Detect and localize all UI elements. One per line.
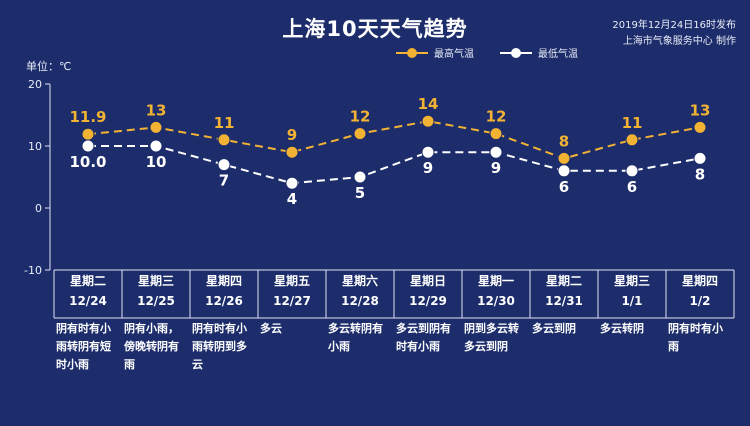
series-high-point <box>557 151 571 165</box>
publish-info: 2019年12月24日16时发布 上海市气象服务中心 制作 <box>612 18 736 50</box>
date-label: 1/1 <box>621 294 643 308</box>
series-low-data-label: 6 <box>627 178 637 196</box>
series-high-data-label: 13 <box>690 101 711 119</box>
series-high-data-label: 11.9 <box>69 108 106 126</box>
series-high-point <box>217 133 231 147</box>
series-high-point <box>489 127 503 141</box>
series-low-data-label: 6 <box>559 178 569 196</box>
date-label: 12/25 <box>137 294 175 308</box>
weather-description: 多云转阴 <box>600 322 644 335</box>
series-low-point <box>353 170 367 184</box>
day-column-header: 星期四 1/2 <box>666 271 734 318</box>
day-column-header: 星期四 12/26 <box>190 271 258 318</box>
series-high-point <box>353 127 367 141</box>
series-high-point <box>421 114 435 128</box>
weather-description: 阴有时有小雨 <box>668 322 723 353</box>
series-low-point <box>81 139 95 153</box>
series-high-point <box>285 145 299 159</box>
weather-description: 多云到阴有时有小雨 <box>396 322 451 353</box>
series-high-point <box>625 133 639 147</box>
series-low-data-label: 9 <box>491 159 501 177</box>
series-high-point <box>149 120 163 134</box>
series-high-data-label: 12 <box>486 108 507 126</box>
series-high-data-label: 12 <box>350 108 371 126</box>
series-low-data-label: 8 <box>695 165 705 183</box>
y-tick-label: 20 <box>28 78 42 91</box>
date-label: 12/29 <box>409 294 447 308</box>
y-tick-label: 0 <box>35 202 42 215</box>
series-low-point <box>421 145 435 159</box>
day-column-header: 星期一 12/30 <box>462 271 530 318</box>
series-high-data-label: 8 <box>559 132 569 150</box>
date-label: 12/27 <box>273 294 311 308</box>
publisher: 上海市气象服务中心 制作 <box>622 36 736 47</box>
weather-description: 阴有小雨，傍晚转阴有雨 <box>124 322 179 371</box>
weather-description: 阴有时有小雨转阴到多云 <box>192 322 247 371</box>
weekday-label: 星期日 <box>409 274 446 288</box>
weekday-label: 星期一 <box>477 274 514 288</box>
weekday-label: 星期四 <box>205 274 242 288</box>
weather-description: 多云 <box>260 322 282 335</box>
series-low-point <box>217 158 231 172</box>
day-column-header: 星期三 12/25 <box>122 271 190 318</box>
date-label: 12/26 <box>205 294 243 308</box>
series-low-data-label: 5 <box>355 184 365 202</box>
day-column-header: 星期六 12/28 <box>326 271 394 318</box>
series-low-data-label: 7 <box>219 172 229 190</box>
y-axis-unit: 单位：℃ <box>26 60 72 73</box>
series-low-data-label: 4 <box>287 190 297 208</box>
date-label: 1/2 <box>689 294 711 308</box>
series-high-data-label: 14 <box>418 95 439 113</box>
legend-low-label: 最低气温 <box>538 49 578 60</box>
legend-high: 最高气温 <box>396 45 474 60</box>
series-low-line <box>88 145 701 185</box>
legend-low: 最低气温 <box>500 45 578 60</box>
day-column-header: 星期二 12/31 <box>530 271 598 318</box>
weekday-label: 星期二 <box>545 274 582 288</box>
series-low-point <box>489 145 503 159</box>
series-high-point <box>81 127 95 141</box>
series-high-point <box>693 120 707 134</box>
series-low-point <box>557 164 571 178</box>
weather-description: 阴到多云转多云到阴 <box>464 322 519 353</box>
legend: 最高气温 最低气温 <box>396 45 578 60</box>
day-column-header: 星期二 12/24 <box>54 271 122 318</box>
weekday-label: 星期四 <box>681 274 718 288</box>
series-high-data-label: 11 <box>214 114 235 132</box>
weekday-label: 星期六 <box>341 274 378 288</box>
series-low-point <box>625 164 639 178</box>
legend-high-swatch <box>396 47 428 58</box>
series-high-data-label: 9 <box>287 126 297 144</box>
series-high-data-label: 13 <box>146 101 167 119</box>
legend-high-label: 最高气温 <box>434 49 474 60</box>
series-low-data-label: 9 <box>423 159 433 177</box>
weekday-label: 星期三 <box>137 274 174 288</box>
series-high-data-label: 11 <box>622 114 643 132</box>
y-tick-label: 10 <box>28 140 42 153</box>
series-low-point <box>149 139 163 153</box>
publish-time: 2019年12月24日16时发布 <box>612 20 736 31</box>
date-label: 12/31 <box>545 294 583 308</box>
series-high-line <box>87 120 701 160</box>
date-label: 12/24 <box>69 294 107 308</box>
weather-description: 多云到阴 <box>532 322 576 335</box>
legend-low-swatch <box>500 47 532 58</box>
date-label: 12/28 <box>341 294 379 308</box>
series-low-data-label: 10.0 <box>69 153 106 171</box>
weather-description: 阴有时有小雨转阴有短时小雨 <box>56 322 111 371</box>
weather-description: 多云转阴有小雨 <box>328 322 383 353</box>
chart-title: 上海10天天气趋势 <box>282 17 468 41</box>
day-column-header: 星期五 12/27 <box>258 271 326 318</box>
date-label: 12/30 <box>477 294 515 308</box>
series-low-point <box>693 151 707 165</box>
weekday-label: 星期五 <box>273 274 310 288</box>
day-column-header: 星期日 12/29 <box>394 271 462 318</box>
y-tick-label: -10 <box>24 264 42 277</box>
series-low-point <box>285 176 299 190</box>
day-column-header: 星期三 1/1 <box>598 271 666 318</box>
weekday-label: 星期二 <box>69 274 106 288</box>
series-low-data-label: 10 <box>146 153 167 171</box>
weekday-label: 星期三 <box>613 274 650 288</box>
